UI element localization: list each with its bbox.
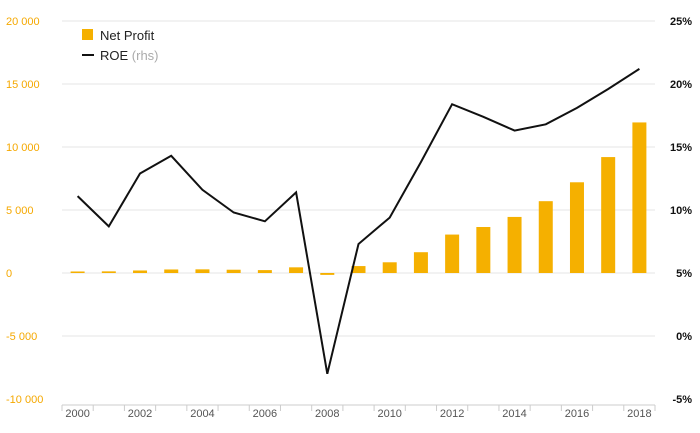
legend-swatch-net-profit bbox=[82, 29, 93, 40]
legend-label: ROE (rhs) bbox=[100, 48, 159, 63]
y-left-tick-label: 0 bbox=[6, 268, 12, 280]
bar-net-profit bbox=[382, 262, 397, 273]
y-right-tick-label: 20% bbox=[670, 79, 692, 91]
x-tick-label: 2014 bbox=[502, 408, 526, 420]
bar-net-profit bbox=[226, 269, 241, 273]
bar-net-profit bbox=[320, 273, 335, 275]
bar-net-profit bbox=[289, 267, 304, 273]
y-left-tick-label: -5 000 bbox=[6, 331, 37, 343]
y-right-tick-label: 10% bbox=[670, 205, 692, 217]
y-left-tick-label: -10 000 bbox=[6, 394, 43, 406]
bar-net-profit bbox=[538, 201, 553, 273]
legend-label-text: ROE bbox=[100, 48, 129, 63]
x-tick-label: 2002 bbox=[128, 408, 152, 420]
y-right-tick-label: 25% bbox=[670, 16, 692, 28]
bar-net-profit bbox=[445, 234, 460, 273]
bar-net-profit bbox=[101, 271, 116, 273]
bar-net-profit bbox=[413, 252, 428, 273]
x-tick-label: 2016 bbox=[565, 408, 589, 420]
y-right-tick-label: 0% bbox=[676, 331, 692, 343]
x-tick-label: 2000 bbox=[65, 408, 89, 420]
bar-net-profit bbox=[257, 270, 272, 273]
x-tick-label: 2012 bbox=[440, 408, 464, 420]
bar-net-profit bbox=[507, 216, 522, 273]
bar-net-profit bbox=[164, 269, 179, 273]
bar-net-profit bbox=[569, 182, 584, 273]
y-right-tick-label: 15% bbox=[670, 142, 692, 154]
bar-net-profit bbox=[133, 270, 148, 273]
bar-net-profit bbox=[70, 271, 85, 273]
bar-net-profit bbox=[351, 266, 366, 273]
y-left-tick-label: 5 000 bbox=[6, 205, 34, 217]
y-right-tick-label: 5% bbox=[676, 268, 692, 280]
x-tick-label: 2006 bbox=[253, 408, 277, 420]
legend-label: Net Profit bbox=[100, 28, 155, 43]
x-tick-label: 2008 bbox=[315, 408, 339, 420]
bar-net-profit bbox=[601, 157, 616, 273]
legend-label-sub: (rhs) bbox=[128, 48, 158, 63]
x-tick-label: 2010 bbox=[377, 408, 401, 420]
x-tick-label: 2004 bbox=[190, 408, 214, 420]
y-left-tick-label: 10 000 bbox=[6, 142, 40, 154]
bar-net-profit bbox=[476, 227, 491, 273]
y-right-tick-label: -5% bbox=[672, 394, 692, 406]
line-roe bbox=[76, 68, 640, 375]
legend-label-text: Net Profit bbox=[100, 28, 155, 43]
y-left-tick-label: 20 000 bbox=[6, 16, 40, 28]
bar-net-profit bbox=[632, 122, 647, 274]
bar-net-profit bbox=[195, 269, 210, 273]
x-tick-label: 2018 bbox=[627, 408, 651, 420]
y-left-tick-label: 15 000 bbox=[6, 79, 40, 91]
